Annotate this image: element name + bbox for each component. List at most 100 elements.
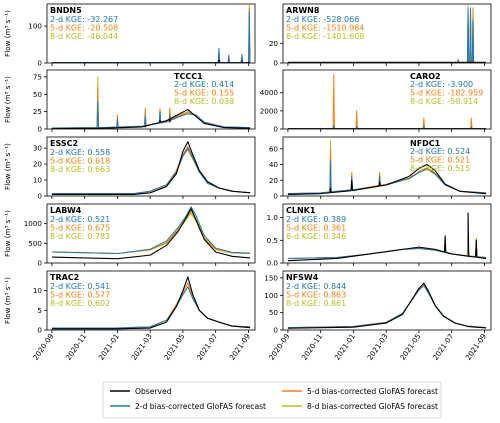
kge-label-d5: 5-d KGE: 0.577 [50, 291, 110, 300]
y-tick-label: 2000 [260, 106, 279, 115]
y-tick-label: 0 [273, 59, 278, 68]
y-tick-label: 0.5 [267, 236, 278, 245]
y-tick-label: 40 [269, 160, 279, 169]
y-tick-label: 20 [269, 176, 279, 185]
kge-label-d2: 2-d KGE: 0.541 [50, 282, 110, 291]
legend-frame [102, 381, 442, 419]
legend-label-obs: Observed [135, 387, 172, 396]
y-tick-label: 0 [273, 192, 278, 201]
y-tick-label: 20 [33, 160, 43, 169]
y-tick-label: 50 [269, 308, 279, 317]
y-tick-label: 10 [33, 176, 43, 185]
y-tick-label: 1.0 [267, 213, 279, 222]
station-label: ARWN8 [286, 6, 320, 15]
series-line-obs [287, 282, 487, 329]
series-line-obs [51, 109, 251, 129]
x-tick-label: 2020-09 [31, 332, 56, 362]
kge-label-d2: 2-d KGE: 0.521 [50, 215, 110, 224]
plot-area [51, 141, 251, 195]
panel-frame [282, 69, 492, 130]
x-tick-label: 2021-09 [227, 332, 252, 362]
panel-frame [46, 270, 256, 331]
kge-label-d2: 2-d KGE: 0.524 [410, 147, 470, 156]
plot-area [287, 74, 487, 129]
panel-frame [46, 69, 256, 130]
kge-label-d8: 8-d KGE: -46.044 [50, 32, 118, 41]
panel-frame [282, 136, 492, 197]
plot-area [51, 206, 251, 260]
y-tick-label: 150 [264, 273, 278, 282]
station-label: BNDN5 [50, 6, 82, 15]
y-tick-label: 0 [37, 125, 42, 134]
plot-area [287, 5, 487, 63]
x-tick-label: 2021-09 [463, 332, 488, 362]
station-label: CLNK1 [286, 206, 316, 215]
y-axis-label: Flow (m³ s⁻¹) [3, 277, 12, 324]
x-tick-label: 2021-07 [431, 332, 456, 362]
kge-label-d5: 5-d KGE: 0.675 [50, 224, 110, 233]
y-tick-label: 1000 [24, 219, 43, 228]
series-line-d2 [287, 160, 487, 195]
series-line-obs [287, 61, 487, 63]
y-tick-label: 500 [28, 239, 42, 248]
kge-label-d2: 2-d KGE: 0.844 [286, 282, 346, 291]
y-tick-label: 10 [33, 286, 43, 295]
y-tick-label: 0.0 [267, 259, 279, 268]
kge-label-d8: 8-d KGE: 0.663 [50, 165, 110, 174]
legend-label-d5: 5-d bias-corrected GloFAS forecast [307, 387, 438, 396]
y-tick-label: 0 [37, 59, 42, 68]
station-label: LABW4 [50, 206, 82, 215]
station-label: TRAC2 [50, 273, 79, 282]
x-tick-label: 2020-09 [267, 332, 292, 362]
plot-area [51, 76, 251, 129]
kge-label-d8: 8-d KGE: 0.783 [50, 232, 110, 241]
kge-label-d5: 5-d KGE: -20.508 [50, 24, 118, 33]
y-tick-label: 0 [37, 259, 42, 268]
y-tick-label: 0 [273, 125, 278, 134]
series-line-obs [51, 276, 251, 330]
x-tick-label: 2020-11 [64, 332, 89, 362]
kge-label-d8: 8-d KGE: 0.346 [286, 232, 346, 241]
x-tick-label: 2021-03 [129, 332, 154, 362]
x-tick-label: 2021-05 [398, 332, 423, 362]
y-tick-label: 5 [37, 306, 42, 315]
panel-trac2: 0 5 10 2020-09 2020-11 2021-01 2021-03 2021-05 2… [3, 270, 256, 362]
station-label: NFDC1 [410, 139, 441, 148]
kge-label-d5: 5-d KGE: 0.863 [286, 291, 346, 300]
legend-label-d8: 8-d bias-corrected GloFAS forecast [307, 402, 438, 411]
kge-label-d5: 5-d KGE: -1510.984 [286, 24, 364, 33]
kge-label-d5: 5-d KGE: 0.361 [286, 224, 346, 233]
plot-area [287, 212, 487, 262]
panel-nfsw4: 0 50 100 150 2020-09 2020-11 2021-01 2021-03 202… [264, 270, 492, 362]
y-tick-label: 60 [269, 144, 279, 153]
y-tick-label: 20 [269, 39, 279, 48]
plot-area [51, 276, 251, 330]
kge-label-d8: 8-d KGE: 0.861 [286, 299, 346, 308]
panel-frame [282, 270, 492, 331]
y-tick-label: 100 [28, 22, 42, 31]
y-tick-label: 100 [264, 291, 278, 300]
series-line-obs [287, 163, 487, 195]
series-line-d2 [51, 100, 251, 129]
panel-frame [46, 3, 256, 64]
y-tick-label: 50 [33, 90, 43, 99]
kge-label-d2: 2-d KGE: -32.267 [50, 15, 118, 24]
y-tick-label: 25 [33, 107, 42, 116]
x-tick-label: 2021-03 [365, 332, 390, 362]
y-axis-label: Flow (m³ s⁻¹) [3, 76, 12, 123]
kge-label-d8: 8-d KGE: 0.038 [174, 97, 234, 106]
series-line-obs [287, 212, 487, 262]
y-tick-label: 0 [37, 192, 42, 201]
kge-label-d5: 5-d KGE: -182.959 [410, 89, 483, 98]
plot-area [51, 4, 251, 63]
x-tick-label: 2021-01 [96, 332, 121, 362]
x-tick-label: 2020-11 [300, 332, 325, 362]
station-label: ESSC2 [50, 139, 78, 148]
